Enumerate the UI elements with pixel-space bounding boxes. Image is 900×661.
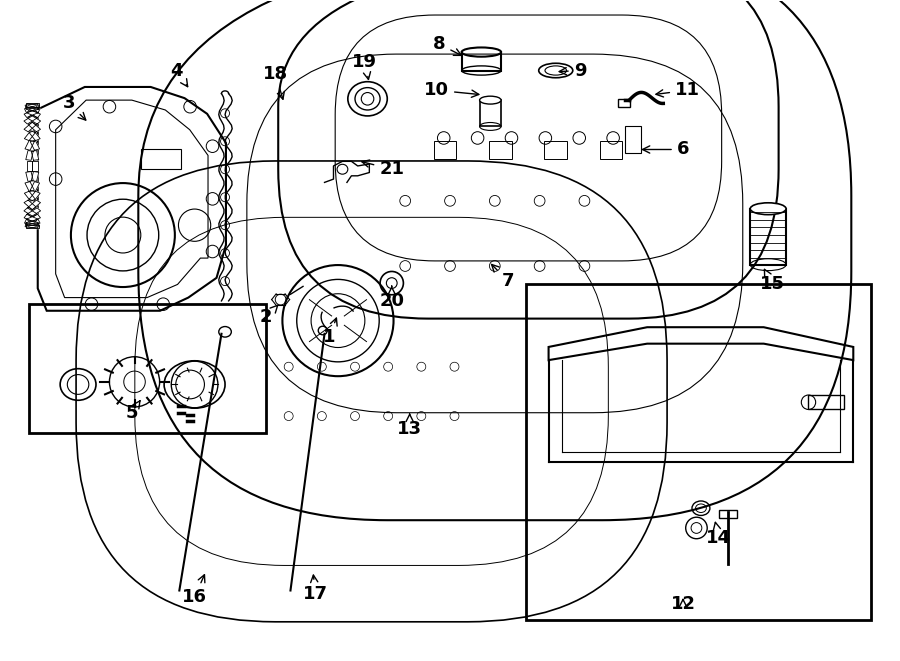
Polygon shape	[32, 151, 39, 161]
Ellipse shape	[751, 203, 786, 215]
Bar	[480, 100, 501, 126]
Text: 12: 12	[670, 595, 696, 613]
Polygon shape	[26, 225, 39, 229]
Text: 15: 15	[760, 269, 785, 293]
Bar	[489, 141, 511, 159]
Polygon shape	[26, 103, 39, 107]
Polygon shape	[24, 131, 35, 141]
Text: 8: 8	[433, 35, 462, 56]
Bar	[617, 98, 630, 106]
Polygon shape	[31, 140, 40, 150]
Polygon shape	[26, 151, 33, 161]
Polygon shape	[27, 110, 40, 118]
Bar	[462, 52, 501, 71]
Polygon shape	[32, 161, 38, 171]
Polygon shape	[26, 223, 40, 228]
Polygon shape	[24, 191, 35, 201]
Text: 3: 3	[63, 95, 86, 120]
Text: 9: 9	[559, 61, 586, 79]
Polygon shape	[29, 131, 40, 141]
Bar	[808, 395, 844, 409]
Polygon shape	[27, 214, 40, 222]
Text: 6: 6	[643, 141, 689, 159]
Polygon shape	[24, 219, 38, 226]
Text: 16: 16	[182, 574, 207, 606]
Text: 18: 18	[263, 65, 288, 99]
Polygon shape	[24, 115, 37, 124]
Bar	[434, 141, 456, 159]
Text: 17: 17	[303, 575, 328, 603]
Text: 1: 1	[323, 318, 338, 346]
Polygon shape	[24, 106, 38, 112]
Polygon shape	[28, 122, 40, 132]
Polygon shape	[24, 200, 36, 210]
Text: 2: 2	[260, 305, 278, 327]
Polygon shape	[26, 172, 33, 181]
Text: 20: 20	[379, 286, 404, 310]
Bar	[599, 141, 622, 159]
Polygon shape	[24, 208, 37, 217]
Bar	[751, 209, 786, 264]
Polygon shape	[32, 172, 39, 181]
Bar	[29, 304, 266, 432]
Text: 5: 5	[126, 401, 140, 422]
Text: 13: 13	[397, 414, 422, 438]
Polygon shape	[26, 106, 40, 112]
Polygon shape	[25, 223, 39, 228]
Ellipse shape	[462, 48, 501, 57]
Text: 14: 14	[706, 522, 732, 547]
Text: 10: 10	[424, 81, 479, 99]
Polygon shape	[27, 161, 32, 171]
Bar	[526, 284, 871, 620]
Bar	[140, 149, 181, 169]
Bar	[719, 510, 737, 518]
Polygon shape	[25, 140, 34, 150]
Polygon shape	[28, 200, 40, 210]
Polygon shape	[26, 104, 40, 109]
Polygon shape	[24, 110, 38, 118]
Polygon shape	[25, 182, 34, 192]
Text: 19: 19	[353, 53, 377, 79]
Polygon shape	[28, 115, 40, 124]
Polygon shape	[24, 214, 38, 222]
Bar	[625, 126, 641, 153]
Ellipse shape	[480, 96, 501, 104]
Text: 4: 4	[170, 61, 188, 87]
Polygon shape	[29, 191, 40, 201]
Text: 21: 21	[362, 160, 404, 178]
Polygon shape	[25, 104, 39, 109]
Text: 11: 11	[656, 81, 700, 99]
Text: 7: 7	[491, 264, 515, 290]
Circle shape	[297, 280, 379, 362]
Polygon shape	[24, 122, 36, 132]
Polygon shape	[31, 182, 40, 192]
Polygon shape	[26, 219, 40, 226]
Polygon shape	[28, 208, 40, 217]
Bar	[544, 141, 567, 159]
